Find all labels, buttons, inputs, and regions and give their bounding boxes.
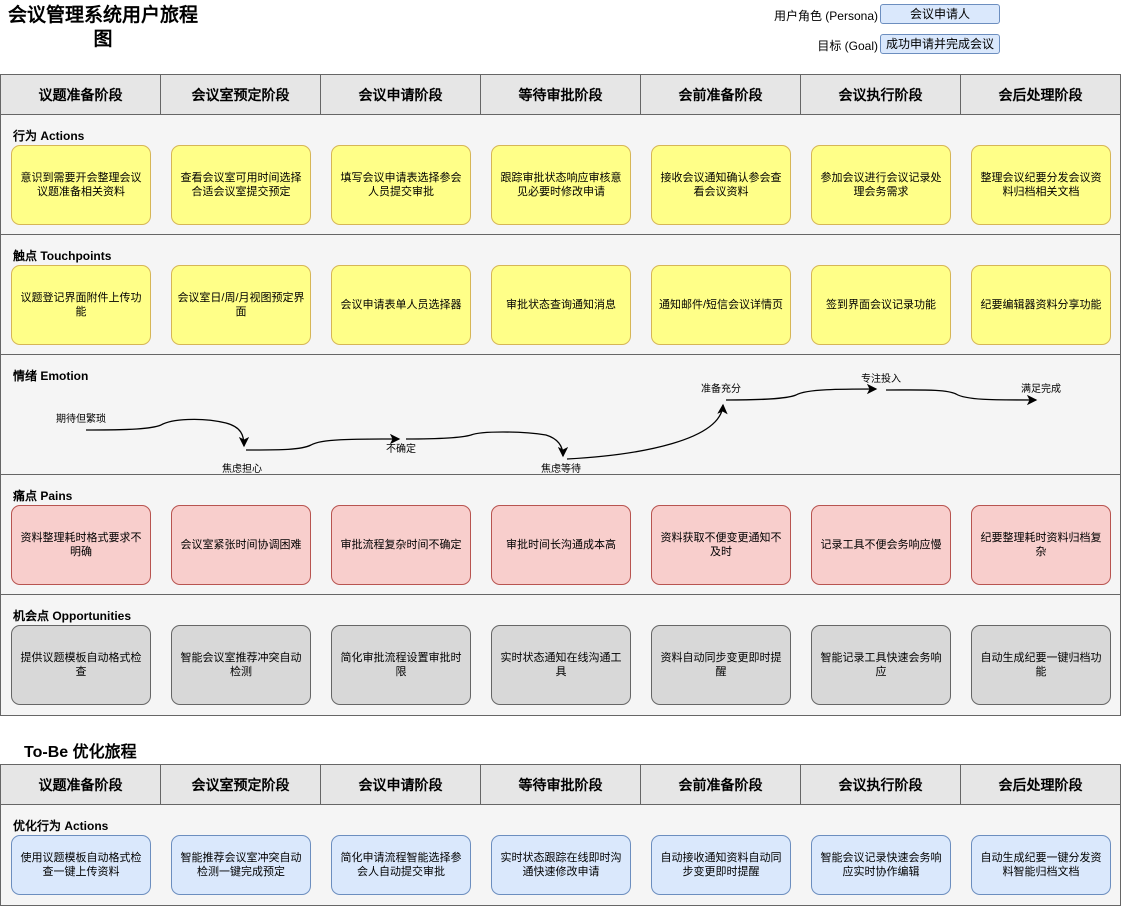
tobe-action-card: 自动接收通知资料自动同步变更即时提醒 <box>651 835 791 895</box>
tobe-actions-label: 优化行为 Actions <box>13 819 109 833</box>
tobe-action-card: 自动生成纪要一键分发资料智能归档文档 <box>971 835 1111 895</box>
pain-card: 纪要整理耗时资料归档复杂 <box>971 505 1111 585</box>
touchpoint-card: 签到界面会议记录功能 <box>811 265 951 345</box>
emotion-segment <box>85 418 250 448</box>
tobe-stage-header-row: 议题准备阶段 会议室预定阶段 会议申请阶段 等待审批阶段 会前准备阶段 会议执行阶段 会后处… <box>1 765 1120 805</box>
touchpoint-card: 议题登记界面附件上传功能 <box>11 265 151 345</box>
to-be-journey-table: 议题准备阶段 会议室预定阶段 会议申请阶段 等待审批阶段 会前准备阶段 会议执行阶段 会后处… <box>0 764 1121 906</box>
emotion-segment <box>245 433 401 451</box>
stage-header: 会议室预定阶段 <box>161 75 321 114</box>
actions-section: 行为 Actions 意识到需要开会整理会议议题准备相关资料 查看会议室可用时间选… <box>1 115 1120 235</box>
opportunity-card: 资料自动同步变更即时提醒 <box>651 625 791 705</box>
action-card: 参加会议进行会议记录处理会务需求 <box>811 145 951 225</box>
pain-card: 资料整理耗时格式要求不明确 <box>11 505 151 585</box>
card-row: 资料整理耗时格式要求不明确 会议室紧张时间协调困难 审批流程复杂时间不确定 审批时间长… <box>1 505 1120 585</box>
emotion-point: 期待但繁琐 <box>56 414 106 425</box>
emotion-point: 不确定 <box>386 444 416 455</box>
stage-header: 议题准备阶段 <box>1 765 161 804</box>
stage-header: 会前准备阶段 <box>641 75 801 114</box>
emotion-point: 专注投入 <box>861 374 901 385</box>
action-card: 意识到需要开会整理会议议题准备相关资料 <box>11 145 151 225</box>
emotion-section: 情绪 Emotion 期待但繁琐 焦虑担心 不确定 焦虑等待 准备充分 专注投入… <box>1 355 1120 475</box>
actions-label: 行为 Actions <box>13 129 85 143</box>
touchpoint-card: 会议申请表单人员选择器 <box>331 265 471 345</box>
emotion-point: 准备充分 <box>701 384 741 395</box>
stage-header: 等待审批阶段 <box>481 765 641 804</box>
goal-label: 目标 (Goal) <box>817 39 878 53</box>
card-row: 提供议题模板自动格式检查 智能会议室推荐冲突自动检测 简化审批流程设置审批时限 实时状… <box>1 625 1120 705</box>
goal-value: 成功申请并完成会议 <box>880 34 1000 54</box>
emotion-point: 焦虑担心 <box>222 464 262 475</box>
card-row: 意识到需要开会整理会议议题准备相关资料 查看会议室可用时间选择合适会议室提交预定填… <box>1 145 1120 225</box>
emotion-segment <box>725 383 878 401</box>
stage-header: 等待审批阶段 <box>481 75 641 114</box>
tobe-action-card: 实时状态跟踪在线即时沟通快速修改申请 <box>491 835 631 895</box>
pain-card: 审批时间长沟通成本高 <box>491 505 631 585</box>
opportunity-card: 自动生成纪要一键归档功能 <box>971 625 1111 705</box>
pain-card: 审批流程复杂时间不确定 <box>331 505 471 585</box>
persona-value: 会议申请人 <box>880 4 1000 24</box>
stage-header: 会议执行阶段 <box>801 75 961 114</box>
touchpoint-card: 审批状态查询通知消息 <box>491 265 631 345</box>
tobe-action-card: 使用议题模板自动格式检查一键上传资料 <box>11 835 151 895</box>
action-card: 查看会议室可用时间选择合适会议室提交预定 <box>171 145 311 225</box>
action-card: 整理会议纪要分发会议资料归档相关文档 <box>971 145 1111 225</box>
opportunity-card: 提供议题模板自动格式检查 <box>11 625 151 705</box>
stage-header: 会议室预定阶段 <box>161 765 321 804</box>
card-row: 使用议题模板自动格式检查一键上传资料 智能推荐会议室冲突自动检测一键完成预定 简化申… <box>1 835 1120 895</box>
opportunities-label: 机会点 Opportunities <box>13 609 131 623</box>
opportunity-card: 智能记录工具快速会务响应 <box>811 625 951 705</box>
tobe-actions-section: 优化行为 Actions 使用议题模板自动格式检查一键上传资料 智能推荐会议室冲突… <box>1 805 1120 905</box>
pains-label: 痛点 Pains <box>13 489 73 503</box>
emotion-point: 焦虑等待 <box>541 464 581 475</box>
touchpoint-card: 通知邮件/短信会议详情页 <box>651 265 791 345</box>
pain-card: 会议室紧张时间协调困难 <box>171 505 311 585</box>
emotion-segment <box>566 403 728 460</box>
touchpoint-card: 会议室日/周/月视图预定界面 <box>171 265 311 345</box>
stage-header: 会前准备阶段 <box>641 765 801 804</box>
pains-section: 痛点 Pains 资料整理耗时格式要求不明确 会议室紧张时间协调困难 审批流程复杂时… <box>1 475 1120 595</box>
opportunity-card: 智能会议室推荐冲突自动检测 <box>171 625 311 705</box>
tobe-title: To-Be 优化旅程 <box>24 744 137 761</box>
emotion-curve <box>85 383 1038 460</box>
touchpoints-label: 触点 Touchpoints <box>13 249 112 263</box>
emotion-label: 情绪 Emotion <box>13 369 89 383</box>
stage-header-row: 议题准备阶段 会议室预定阶段 会议申请阶段 等待审批阶段 会前准备阶段 会议执行阶段 会后处… <box>1 75 1120 115</box>
opportunity-card: 简化审批流程设置审批时限 <box>331 625 471 705</box>
as-is-journey-table: 议题准备阶段 会议室预定阶段 会议申请阶段 等待审批阶段 会前准备阶段 会议执行阶段 会后处… <box>0 74 1121 716</box>
touchpoint-card: 纪要编辑器资料分享功能 <box>971 265 1111 345</box>
stage-header: 会后处理阶段 <box>998 86 1083 103</box>
emotion-segment <box>405 431 569 458</box>
action-card: 填写会议申请表选择参会人员提交审批 <box>331 145 471 225</box>
opportunity-card: 实时状态通知在线沟通工具 <box>491 625 631 705</box>
stage-header: 会议申请阶段 <box>321 75 481 114</box>
action-card: 跟踪审批状态响应审核意见必要时修改申请 <box>491 145 631 225</box>
stage-header: 会后处理阶段 <box>998 776 1083 793</box>
pain-card: 记录工具不便会务响应慢 <box>811 505 951 585</box>
pain-card: 资料获取不便变更通知不及时 <box>651 505 791 585</box>
tobe-action-card: 智能推荐会议室冲突自动检测一键完成预定 <box>171 835 311 895</box>
emotion-segment <box>885 389 1038 406</box>
persona-label: 用户角色 (Persona) <box>773 9 878 23</box>
card-row: 议题登记界面附件上传功能 会议室日/周/月视图预定界面 会议申请表单人员选择器 审批状… <box>1 265 1120 345</box>
touchpoints-section: 触点 Touchpoints 议题登记界面附件上传功能 会议室日/周/月视图预定界… <box>1 235 1120 355</box>
action-card: 接收会议通知确认参会查看会议资料 <box>651 145 791 225</box>
opportunities-section: 机会点 Opportunities 提供议题模板自动格式检查 智能会议室推荐冲突自… <box>1 595 1120 715</box>
stage-header: 会议申请阶段 <box>321 765 481 804</box>
tobe-action-card: 简化申请流程智能选择参会人自动提交审批 <box>331 835 471 895</box>
emotion-point: 满足完成 <box>1021 384 1061 395</box>
page-title: 会议管理系统用户旅程图 <box>8 5 199 50</box>
stage-header: 会议执行阶段 <box>801 765 961 804</box>
stage-header: 议题准备阶段 <box>1 75 161 114</box>
tobe-action-card: 智能会议记录快速会务响应实时协作编辑 <box>811 835 951 895</box>
